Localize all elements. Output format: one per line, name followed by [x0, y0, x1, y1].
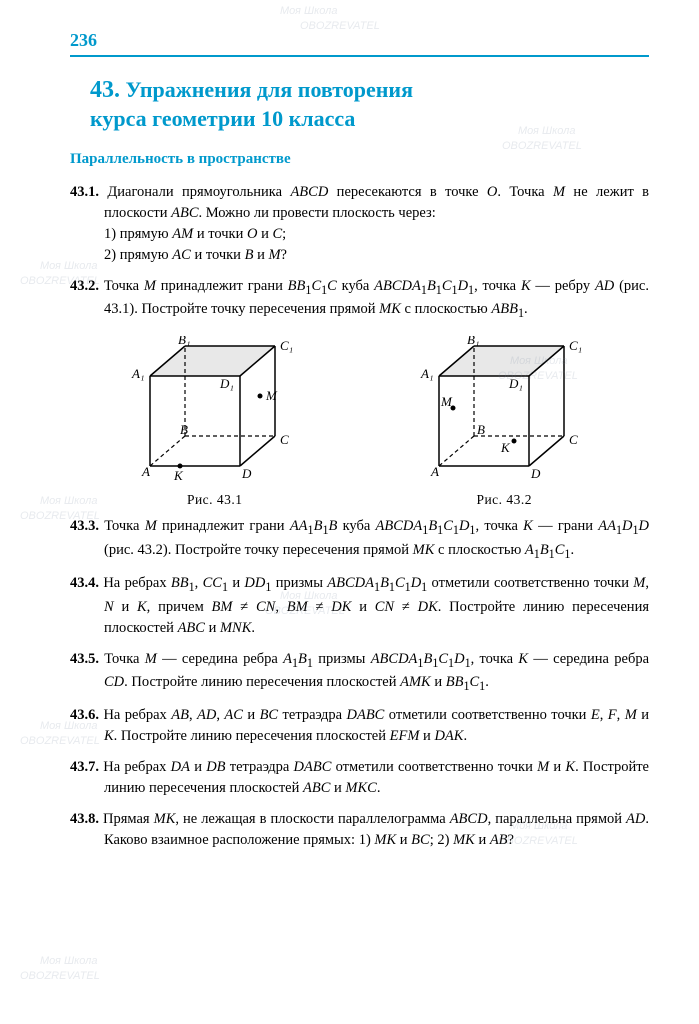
svg-text:K: K: [173, 468, 184, 483]
chapter-title: 43. Упражнения для повторения курса геом…: [90, 75, 649, 133]
svg-text:A₁: A₁: [420, 366, 433, 381]
subsection-title: Параллельность в пространстве: [70, 151, 649, 168]
problem-number: 43.3.: [70, 518, 99, 534]
problem-text: На ребрах DA и DB тетраэдра DABC отметил…: [103, 759, 649, 796]
problem-43-8: 43.8. Прямая MK, не лежащая в плоскости …: [70, 809, 649, 851]
svg-text:D₁: D₁: [219, 376, 234, 391]
svg-text:B: B: [477, 422, 485, 437]
problem-number: 43.7.: [70, 759, 99, 775]
svg-text:B₁: B₁: [178, 336, 190, 347]
svg-text:M: M: [265, 388, 278, 403]
problem-number: 43.5.: [70, 651, 99, 667]
problem-sub2: 2) прямую AC и точки B и M?: [104, 245, 649, 266]
svg-text:A: A: [141, 464, 150, 479]
figure-caption: Рис. 43.2: [409, 492, 599, 508]
problem-number: 43.4.: [70, 575, 99, 591]
svg-text:A: A: [430, 464, 439, 479]
problem-43-1: 43.1. Диагонали прямоугольника ABCD пере…: [70, 182, 649, 266]
problem-text: На ребрах AB, AD, AC и BC тетраэдра DABC…: [103, 707, 649, 744]
svg-text:C₁: C₁: [569, 338, 582, 353]
chapter-number: 43.: [90, 77, 120, 103]
svg-text:B₁: B₁: [467, 336, 479, 347]
svg-text:A₁: A₁: [131, 366, 144, 381]
problem-number: 43.8.: [70, 811, 99, 827]
problem-number: 43.2.: [70, 278, 99, 294]
problem-43-5: 43.5. Точка M — середина ребра A1B1 приз…: [70, 649, 649, 696]
svg-text:K: K: [500, 440, 511, 455]
problem-text: Точка M принадлежит грани AA1B1B куба AB…: [104, 518, 649, 557]
cube-diagram-1: A B C D A₁ B₁ C₁ D₁ M K: [120, 336, 310, 486]
problem-text: Точка M — середина ребра A1B1 призмы ABC…: [104, 651, 649, 690]
watermark-text: Моя Школа: [280, 5, 338, 17]
problem-text: На ребрах BB1, CC1 и DD1 призмы ABCDA1B1…: [103, 575, 649, 635]
problem-number: 43.6.: [70, 707, 99, 723]
svg-text:D: D: [530, 466, 541, 481]
page-number: 236: [70, 30, 649, 51]
svg-text:C: C: [280, 432, 289, 447]
chapter-title-line2: курса геометрии 10 класса: [90, 106, 355, 131]
header-rule: [70, 55, 649, 57]
figure-43-1: A B C D A₁ B₁ C₁ D₁ M K Рис. 43.1: [120, 336, 310, 508]
problem-43-4: 43.4. На ребрах BB1, CC1 и DD1 призмы AB…: [70, 573, 649, 638]
svg-text:C: C: [569, 432, 578, 447]
problem-text: Прямая MK, не лежащая в плоскости паралл…: [103, 811, 649, 848]
svg-text:C₁: C₁: [280, 338, 293, 353]
watermark-text: OBOZREVATEL: [20, 970, 100, 982]
svg-text:D₁: D₁: [508, 376, 523, 391]
figure-caption: Рис. 43.1: [120, 492, 310, 508]
problem-43-7: 43.7. На ребрах DA и DB тетраэдра DABC о…: [70, 757, 649, 799]
svg-text:M: M: [440, 394, 453, 409]
figure-43-2: A B C D A₁ B₁ C₁ D₁ M K Рис. 43.2: [409, 336, 599, 508]
problem-text: Точка M принадлежит грани BB1C1C куба AB…: [104, 278, 649, 317]
problem-43-2: 43.2. Точка M принадлежит грани BB1C1C к…: [70, 276, 649, 323]
problem-43-3: 43.3. Точка M принадлежит грани AA1B1B к…: [70, 516, 649, 563]
cube-diagram-2: A B C D A₁ B₁ C₁ D₁ M K: [409, 336, 599, 486]
svg-text:B: B: [180, 422, 188, 437]
problem-sub1: 1) прямую AM и точки O и C;: [104, 224, 649, 245]
problem-text: Диагонали прямоугольника ABCD пересекают…: [104, 184, 649, 221]
chapter-title-line1: Упражнения для повторения: [126, 77, 414, 102]
problem-43-6: 43.6. На ребрах AB, AD, AC и BC тетраэдр…: [70, 705, 649, 747]
problem-number: 43.1.: [70, 184, 99, 200]
figures-row: A B C D A₁ B₁ C₁ D₁ M K Рис. 43.1: [70, 336, 649, 508]
svg-text:D: D: [241, 466, 252, 481]
watermark-text: Моя Школа: [40, 955, 98, 967]
